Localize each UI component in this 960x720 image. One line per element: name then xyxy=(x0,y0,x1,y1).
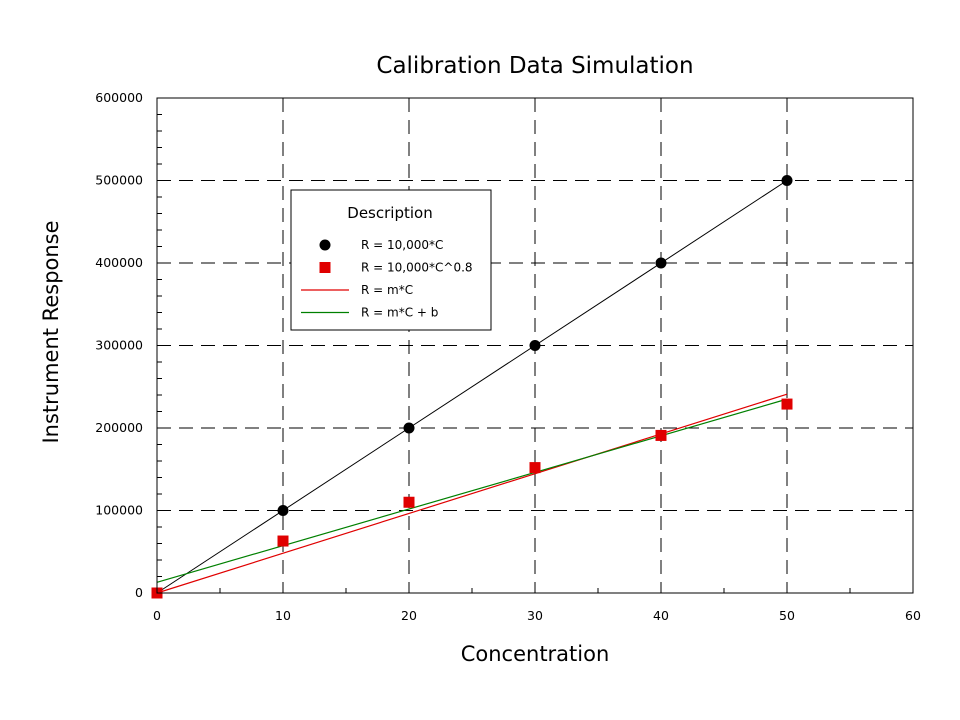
data-point-square xyxy=(277,535,289,547)
x-axis-title: Concentration xyxy=(461,642,610,666)
x-tick-label: 60 xyxy=(905,608,921,623)
data-point-square xyxy=(781,398,793,410)
y-tick-label: 100000 xyxy=(95,503,143,518)
y-tick-label: 300000 xyxy=(95,338,143,353)
legend-circle-marker xyxy=(319,239,331,251)
x-tick-label: 50 xyxy=(779,608,795,623)
x-tick-label: 20 xyxy=(401,608,417,623)
identity-fit-line xyxy=(156,180,788,594)
data-point-square xyxy=(403,496,415,508)
x-tick-label: 10 xyxy=(275,608,291,623)
legend-square-marker xyxy=(319,262,331,273)
y-tick-label: 500000 xyxy=(95,173,143,188)
legend-box xyxy=(290,189,492,331)
data-point-circle xyxy=(403,422,415,434)
x-tick-label: 0 xyxy=(153,608,161,623)
data-point-circle xyxy=(277,505,289,516)
x-tick-label: 30 xyxy=(527,608,543,623)
y-axis-title: Instrument Response xyxy=(39,220,63,443)
legend-title: Description xyxy=(347,204,432,222)
data-point-circle xyxy=(781,175,793,186)
data-point-circle xyxy=(655,257,667,269)
series-line-3 xyxy=(156,398,788,583)
legend-label: R = m*C + b xyxy=(361,306,438,320)
y-tick-label: 400000 xyxy=(95,255,143,270)
series-line-2 xyxy=(156,393,788,594)
x-tick-label: 40 xyxy=(653,608,669,623)
data-point-square xyxy=(529,462,541,474)
chart-title: Calibration Data Simulation xyxy=(376,53,693,79)
y-tick-label: 200000 xyxy=(95,420,143,435)
legend-label: R = 10,000*C^0.8 xyxy=(361,261,473,275)
data-point-square xyxy=(655,429,667,441)
legend-label: R = m*C xyxy=(361,283,413,297)
legend-label: R = 10,000*C xyxy=(361,238,443,252)
y-tick-label: 600000 xyxy=(95,90,143,105)
data-point-circle xyxy=(529,340,541,351)
y-tick-label: 0 xyxy=(135,585,143,600)
